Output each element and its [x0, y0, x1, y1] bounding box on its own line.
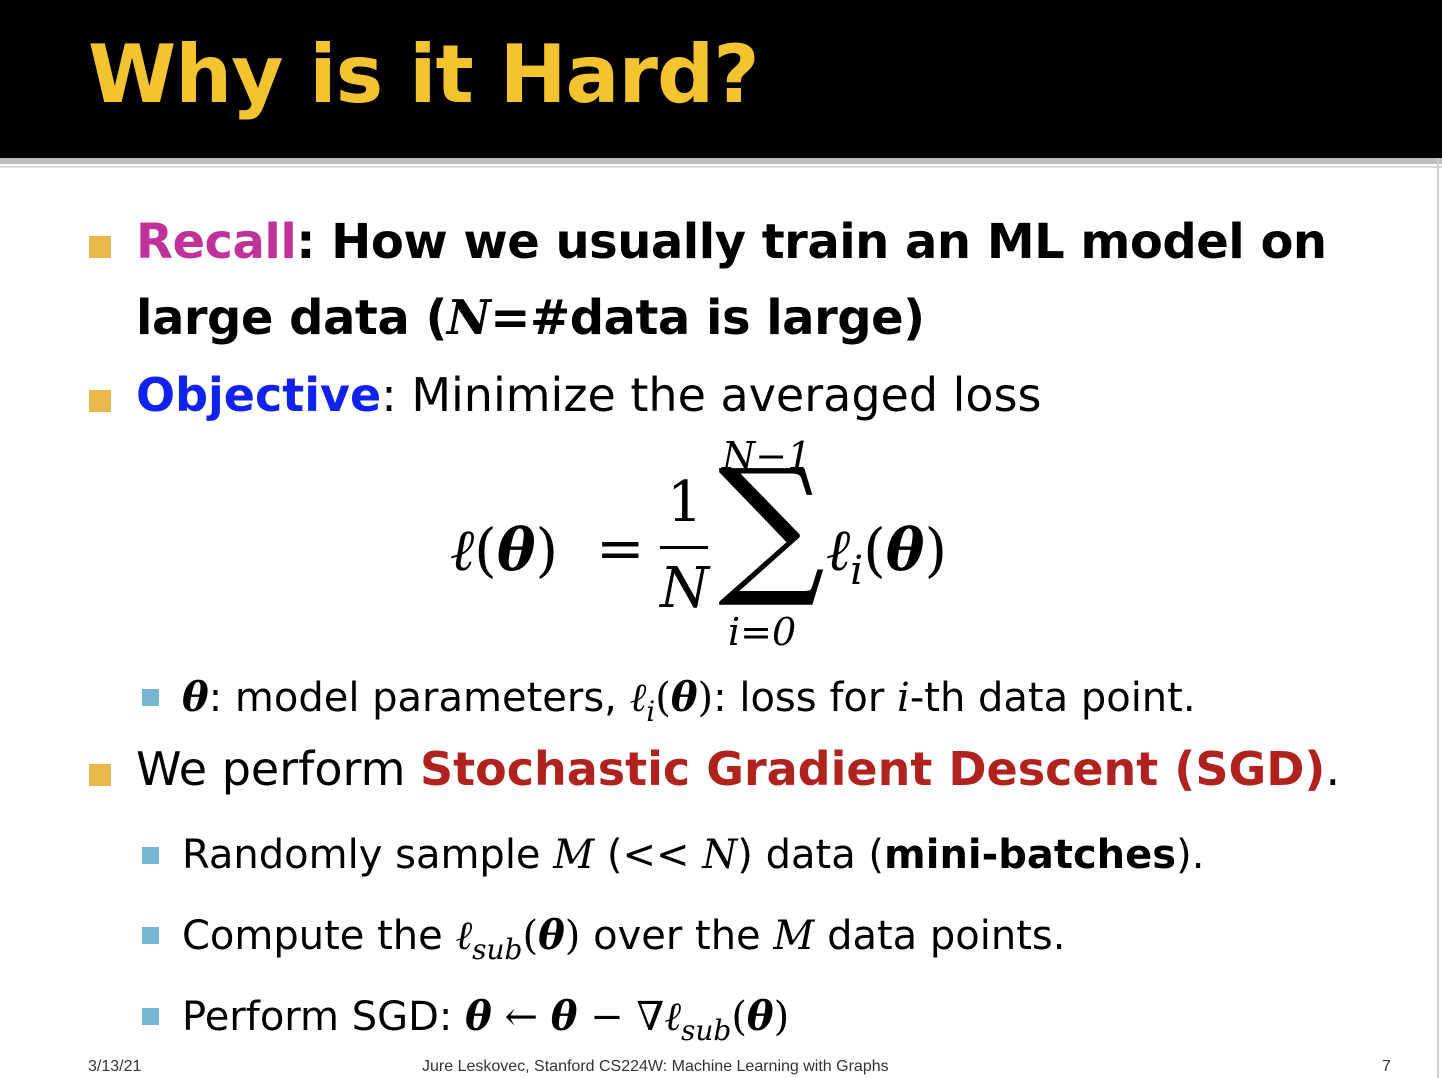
title-underline	[0, 158, 1442, 164]
math-theta: θ	[670, 674, 698, 721]
math-theta: θ	[550, 993, 578, 1040]
slide-title: Why is it Hard?	[88, 28, 760, 121]
footer-page-number: 7	[1382, 1058, 1391, 1075]
recall-text: : How we usually train an ML model on	[296, 214, 1327, 270]
text-part: We perform	[136, 742, 420, 796]
fraction-bar	[660, 546, 708, 549]
sum-lower-limit: i=0	[728, 610, 797, 654]
slide-right-border	[1437, 158, 1439, 1078]
math-N: N	[446, 290, 491, 346]
equation-equals: =	[596, 514, 645, 582]
math-paren: (	[863, 516, 886, 584]
subbullet-theta-definition: θ: model parameters, ℓi(θ): loss for i-t…	[182, 674, 1196, 728]
text-part: -th data point.	[909, 675, 1196, 721]
text-part: over the	[580, 913, 774, 959]
text-part: data points.	[814, 913, 1066, 959]
math-paren: )	[924, 516, 948, 584]
sgd-label: Stochastic Gradient Descent (SGD)	[420, 742, 1326, 796]
math-ell: ℓ	[826, 516, 851, 584]
math-ell: ℓ	[664, 994, 681, 1040]
sub-bullet-square-icon	[142, 927, 159, 944]
bullet-sgd: We perform Stochastic Gradient Descent (…	[136, 742, 1340, 796]
subbullet-compute: Compute the ℓsub(θ) over the M data poin…	[182, 912, 1065, 966]
bullet-recall-line-2: large data (N=#data is large)	[136, 290, 925, 346]
math-paren: )	[773, 994, 790, 1040]
math-i: i	[897, 675, 910, 721]
math-ell: ℓ	[450, 516, 475, 584]
sum-sigma: ∑	[718, 438, 826, 612]
math-theta: θ	[496, 516, 536, 584]
text-part: Perform SGD:	[182, 994, 466, 1040]
text-part: ) data (	[737, 832, 885, 878]
footer-date: 3/13/21	[88, 1058, 142, 1075]
math-paren: )	[535, 516, 559, 584]
sum-upper-limit: N−1	[722, 434, 812, 478]
objective-label: Objective	[136, 368, 382, 422]
text-part: Compute the	[182, 913, 456, 959]
math-paren: (	[474, 516, 497, 584]
math-minus-nabla: − ∇	[577, 994, 665, 1040]
math-sub: sub	[472, 932, 523, 966]
math-M: M	[553, 832, 595, 878]
equation-rhs: ℓi(θ)	[826, 516, 947, 594]
math-theta: θ	[465, 993, 492, 1040]
text-part: Randomly sample	[182, 832, 554, 878]
math-paren: )	[697, 675, 714, 721]
fraction-numerator: 1	[667, 470, 703, 535]
math-paren: )	[564, 913, 581, 959]
math-paren: (	[731, 994, 747, 1040]
subbullet-sample: Randomly sample M (<< N) data (mini-batc…	[182, 832, 1204, 878]
recall-label: Recall	[136, 214, 297, 270]
equation-lhs: ℓ(θ)	[450, 516, 558, 584]
bullet-square-icon	[89, 236, 111, 258]
math-ell: ℓ	[455, 913, 473, 959]
math-sub: sub	[680, 1013, 732, 1047]
math-i: i	[850, 546, 864, 595]
math-ell: ℓ	[629, 675, 647, 721]
fraction-denominator: N	[660, 556, 709, 621]
footer-course: Jure Leskovec, Stanford CS224W: Machine …	[422, 1058, 889, 1075]
math-theta: θ	[182, 674, 209, 721]
mini-batches-bold: mini-batches	[884, 832, 1177, 878]
text-part: : model parameters,	[208, 675, 630, 721]
text-part: : loss for	[713, 675, 898, 721]
text-part: ).	[1176, 832, 1205, 878]
left-arrow-icon: ←	[491, 994, 551, 1040]
title-underline-thin	[0, 166, 1442, 168]
math-paren: (	[655, 675, 671, 721]
bullet-recall-line-1: Recall: How we usually train an ML model…	[136, 214, 1327, 270]
math-theta: θ	[538, 912, 565, 959]
bullet-objective: Objective: Minimize the averaged loss	[136, 368, 1042, 422]
bullet-square-icon	[89, 390, 111, 412]
recall-text-part: large data (	[136, 290, 447, 346]
sub-bullet-square-icon	[142, 847, 159, 864]
recall-text-part: =#data is large)	[490, 290, 925, 346]
sub-bullet-square-icon	[142, 689, 159, 706]
math-M: M	[773, 913, 815, 959]
text-part: .	[1325, 742, 1341, 796]
math-theta: θ	[746, 993, 774, 1040]
math-N: N	[702, 832, 738, 878]
objective-text: : Minimize the averaged loss	[381, 368, 1042, 422]
text-part: (<<	[594, 832, 703, 878]
title-bar	[0, 0, 1442, 158]
math-paren: (	[522, 913, 539, 959]
math-i: i	[646, 694, 656, 728]
sub-bullet-square-icon	[142, 1008, 159, 1025]
math-theta: θ	[885, 516, 925, 584]
bullet-square-icon	[89, 764, 111, 786]
subbullet-perform-sgd: Perform SGD: θ ← θ − ∇ℓsub(θ)	[182, 993, 789, 1047]
